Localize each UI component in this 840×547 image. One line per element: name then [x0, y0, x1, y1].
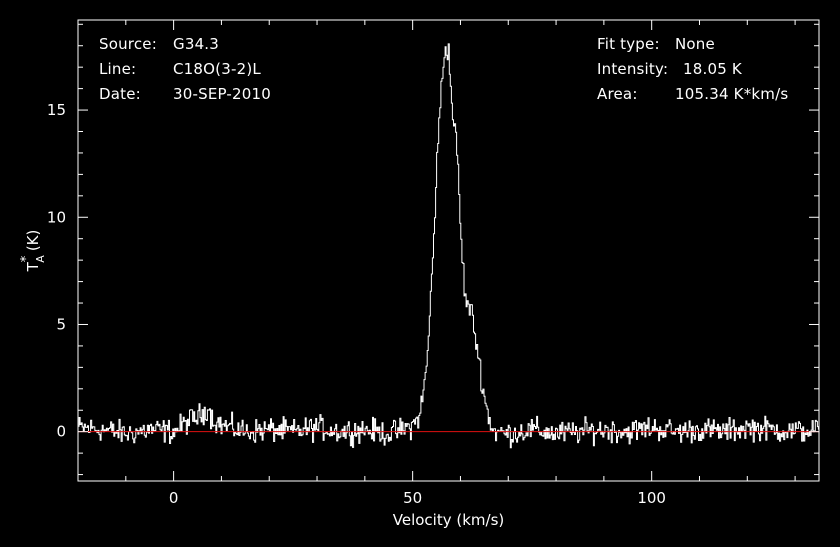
annotation-line: Line: C18O(3-2)L — [99, 60, 261, 78]
fit-label: Fit type: — [597, 35, 660, 53]
source-label: Source: — [99, 35, 157, 53]
y-tick-label: 0 — [56, 423, 66, 441]
area-value: 105.34 K*km/s — [675, 85, 789, 103]
annotation-intensity: Intensity: 18.05 K — [597, 60, 742, 78]
y-axis-label-sub: A — [34, 255, 47, 263]
area-label: Area: — [597, 85, 638, 103]
y-axis-label-main: T — [24, 261, 42, 272]
x-tick-label: 50 — [403, 489, 422, 507]
date-label: Date: — [99, 85, 141, 103]
y-axis-label-sup: * — [19, 255, 34, 262]
line-value: C18O(3-2)L — [173, 60, 261, 78]
intensity-value: 18.05 K — [683, 60, 742, 78]
annotation-area: Area: 105.34 K*km/s — [597, 85, 788, 103]
line-label: Line: — [99, 60, 137, 78]
y-tick-label: 15 — [47, 101, 66, 119]
plot-frame — [77, 19, 820, 482]
x-tick-label: 100 — [637, 489, 666, 507]
x-tick-label: 0 — [169, 489, 179, 507]
y-tick-label: 5 — [56, 315, 66, 333]
annotation-fit-type: Fit type: None — [597, 35, 715, 53]
y-axis-label-unit: (K) — [24, 230, 42, 252]
fit-value: None — [675, 35, 715, 53]
annotation-source: Source: G34.3 — [99, 35, 219, 53]
x-axis-label: Velocity (km/s) — [393, 511, 504, 529]
y-tick-label: 10 — [47, 208, 66, 226]
intensity-label: Intensity: — [597, 60, 669, 78]
date-value: 30-SEP-2010 — [173, 85, 272, 103]
y-axis-label: T*A (K) — [19, 230, 47, 273]
source-value: G34.3 — [173, 35, 220, 53]
spectrum-line — [78, 43, 820, 449]
annotation-date: Date: 30-SEP-2010 — [99, 85, 271, 103]
